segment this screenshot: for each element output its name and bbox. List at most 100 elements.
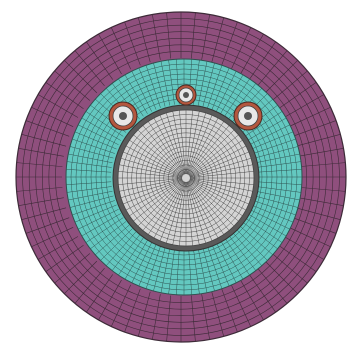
mesh-spoke [118,178,183,185]
mesh-spoke [189,164,253,178]
mesh-spoke [249,209,290,230]
mesh-spoke [189,178,252,198]
tube-conductor [183,92,189,98]
mesh-spoke [299,162,346,167]
mesh-spoke [221,21,238,66]
mesh-spoke [202,247,215,292]
mesh-spoke [168,59,175,105]
mesh-spoke [228,234,257,271]
mesh-spoke [249,124,290,145]
mesh-spoke [148,181,184,235]
mesh-spoke [118,237,144,276]
mesh-spoke [264,260,298,294]
mesh-spoke [271,70,308,101]
mesh-spoke [172,111,186,175]
mesh-spoke [119,178,183,192]
mesh-spoke [120,158,183,178]
mesh-spoke [153,117,185,175]
mesh-spoke [145,65,161,108]
mesh-spoke [189,151,249,177]
mesh-spoke [189,158,252,178]
mesh-spoke [152,294,161,340]
mesh-spoke [221,288,238,333]
mesh-spoke [241,221,278,250]
mesh-spoke [98,33,122,75]
mesh-spoke [16,187,63,192]
mesh-spoke [68,153,113,164]
mesh-spoke [74,50,105,87]
mesh-spoke [188,180,235,227]
mesh-spoke [74,204,117,223]
mesh-spoke [249,41,276,80]
mesh-spoke [256,169,302,173]
mesh-spoke [119,164,183,178]
mesh-spoke [160,248,171,293]
mesh-spoke [186,181,200,245]
mesh-spoke [25,217,70,234]
mesh-spoke [189,140,243,176]
mesh-spoke [193,249,200,295]
mesh-spoke [145,246,161,289]
mesh-spoke [100,228,133,261]
mesh-spoke [110,27,131,70]
mesh-spoke [166,112,186,175]
mesh-spoke [148,121,184,175]
mesh-spoke [231,284,252,327]
mesh-spoke [257,267,288,304]
mesh-spoke [74,267,105,304]
mesh-spoke [124,74,148,114]
mesh-spoke [37,94,79,118]
mesh-spoke [244,217,283,243]
mesh-spoke [81,117,121,141]
mesh-spoke [69,195,114,208]
mesh-spoke [166,181,186,244]
mesh-spoke [118,78,144,117]
mesh-spoke [138,67,157,110]
mesh-spoke [299,187,346,192]
mesh-spoke [133,134,184,176]
mesh-spoke [86,41,113,80]
mesh-spoke [189,171,254,178]
mesh-spoke [278,82,317,109]
mesh-spoke [189,179,247,211]
mesh-spoke [211,291,224,337]
mesh-spoke [142,125,184,176]
mesh-spoke [64,60,98,94]
mesh-spoke [283,94,325,118]
mesh-spoke [31,106,74,127]
mesh-spoke [153,62,166,107]
mesh-spoke [189,178,253,192]
mesh-spoke [188,249,192,295]
mesh-spoke [254,195,299,208]
mesh-spoke [90,221,127,250]
mesh-spoke [131,242,152,283]
mesh-spoke [166,12,171,59]
mesh-spoke [201,14,210,60]
mesh-spoke [224,237,250,276]
mesh-spoke [247,117,287,141]
mesh-spoke [152,14,161,60]
mesh-spoke [253,138,296,154]
mesh-spoke [74,131,117,150]
mesh-spoke [16,162,63,167]
mesh-spoke [211,244,230,287]
mesh-spoke [256,161,302,168]
mesh-spoke [288,106,331,127]
core-mesh [118,110,254,246]
mesh-spoke [159,181,185,241]
mesh-spoke [244,111,283,137]
mesh-spoke [72,200,115,216]
mesh-spoke [186,112,206,175]
mesh-spoke [110,284,131,327]
mesh-spoke [21,134,67,147]
mesh-spoke [66,161,112,168]
mesh-spoke [78,209,119,230]
mesh-spoke [240,33,264,75]
mesh-spoke [37,236,79,260]
mesh-spoke [224,78,250,117]
mesh-spoke [153,181,185,239]
mesh-spoke [137,129,184,176]
mesh-spoke [120,178,183,198]
tube-conductor [244,112,252,120]
mesh-spoke [251,204,294,223]
